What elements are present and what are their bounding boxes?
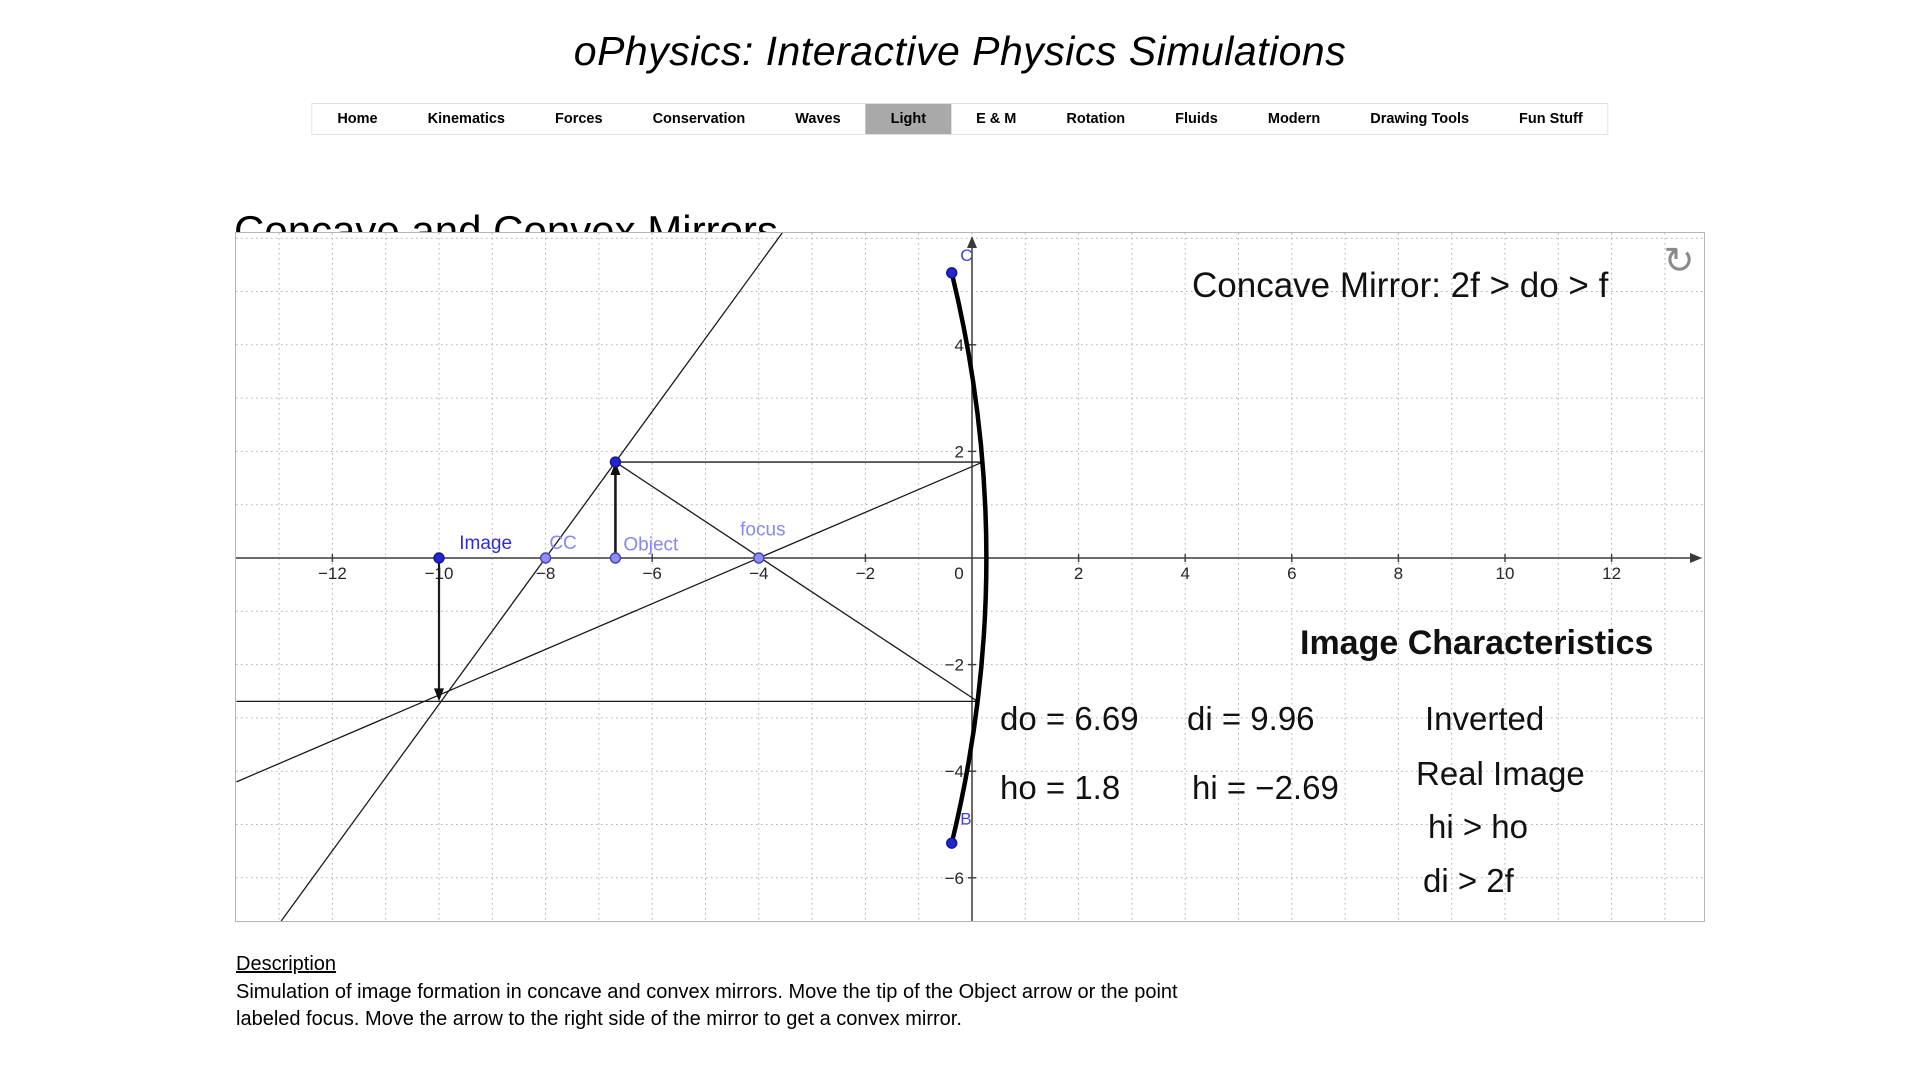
- x-tick-label: 10: [1496, 564, 1515, 583]
- x-tick-label: 2: [1074, 564, 1083, 583]
- readout-di: di = 9.96: [1187, 700, 1315, 737]
- main-nav: Home Kinematics Forces Conservation Waves Lig…: [311, 103, 1609, 135]
- characteristic-di-gt-2f: di > 2f: [1423, 862, 1515, 899]
- mirror-mode-text: Concave Mirror: 2f > do > f: [1192, 266, 1609, 305]
- point-image: [433, 552, 445, 564]
- point-focus[interactable]: [753, 552, 765, 564]
- object-arrow-head-icon[interactable]: [610, 462, 621, 476]
- mirror-arc: [949, 270, 989, 846]
- ray-reflected-through-focus: [236, 461, 983, 783]
- x-tick-label: −2: [856, 564, 875, 583]
- description-section: Description Simulation of image formatio…: [236, 951, 1296, 1033]
- nav-item-waves[interactable]: Waves: [795, 111, 841, 127]
- label-object: Object: [623, 535, 679, 556]
- nav-item-modern[interactable]: Modern: [1267, 111, 1321, 127]
- x-tick-label: −4: [749, 564, 768, 583]
- y-tick-label: −4: [945, 762, 964, 781]
- x-tick-label: 0: [954, 564, 963, 583]
- x-tick-label: −8: [536, 564, 555, 583]
- readout-hi: hi = −2.69: [1192, 769, 1339, 806]
- simulation-applet[interactable]: −12 −10 −8 −6 −4 −2 0 2 4 6 8 10 12 4 2 −2 −4 −6 Image CC Ob…: [235, 232, 1705, 922]
- point-object-base: [609, 552, 622, 564]
- nav-item-light[interactable]: Light: [865, 104, 952, 134]
- y-tick-label: 2: [955, 442, 964, 461]
- label-focus: focus: [740, 520, 785, 541]
- x-tick-label: −6: [643, 564, 662, 583]
- point-C: [946, 267, 958, 279]
- label-c: C: [960, 246, 972, 265]
- characteristic-inverted: Inverted: [1425, 700, 1544, 737]
- x-tick-label: 12: [1602, 564, 1621, 583]
- x-tick-label: −12: [318, 564, 347, 583]
- nav-item-forces[interactable]: Forces: [555, 111, 603, 127]
- ray-through-center: [280, 233, 783, 921]
- description-body: Simulation of image formation in concave…: [236, 981, 1178, 1030]
- nav-item-conservation[interactable]: Conservation: [652, 111, 746, 127]
- nav-item-drawing-tools[interactable]: Drawing Tools: [1370, 111, 1470, 127]
- description-heading: Description: [236, 953, 337, 975]
- label-image: Image: [459, 533, 512, 554]
- y-tick-label: 4: [955, 336, 964, 355]
- y-axis-arrow-icon: [967, 236, 977, 248]
- ray-through-focus-incident: [615, 461, 978, 702]
- y-tick-label: −2: [945, 656, 964, 675]
- readout-ho: ho = 1.8: [1000, 769, 1120, 806]
- label-b: B: [960, 810, 971, 829]
- nav-item-e-m[interactable]: E & M: [976, 111, 1017, 127]
- characteristic-hi-gt-ho: hi > ho: [1428, 808, 1528, 845]
- point-object-tip[interactable]: [609, 456, 622, 468]
- x-tick-label: 8: [1394, 564, 1403, 583]
- point-B: [946, 837, 958, 849]
- nav-item-home[interactable]: Home: [337, 111, 378, 127]
- x-tick-label: 6: [1287, 564, 1296, 583]
- y-tick-label: −6: [945, 869, 964, 888]
- image-arrow-head-icon: [434, 688, 444, 702]
- point-CC: [539, 552, 552, 564]
- label-cc: CC: [549, 533, 576, 554]
- site-title: oPhysics: Interactive Physics Simulation…: [573, 28, 1347, 74]
- nav-item-fluids[interactable]: Fluids: [1175, 111, 1218, 127]
- nav-item-kinematics[interactable]: Kinematics: [427, 111, 505, 127]
- nav-item-rotation[interactable]: Rotation: [1066, 111, 1126, 127]
- image-characteristics-title: Image Characteristics: [1300, 624, 1653, 662]
- readout-do: do = 6.69: [1000, 700, 1139, 737]
- reset-icon[interactable]: ↻: [1663, 240, 1694, 281]
- x-tick-label: 4: [1180, 564, 1189, 583]
- x-axis-arrow-icon: [1690, 553, 1702, 563]
- characteristic-real-image: Real Image: [1416, 755, 1585, 792]
- nav-item-fun-stuff[interactable]: Fun Stuff: [1519, 111, 1583, 127]
